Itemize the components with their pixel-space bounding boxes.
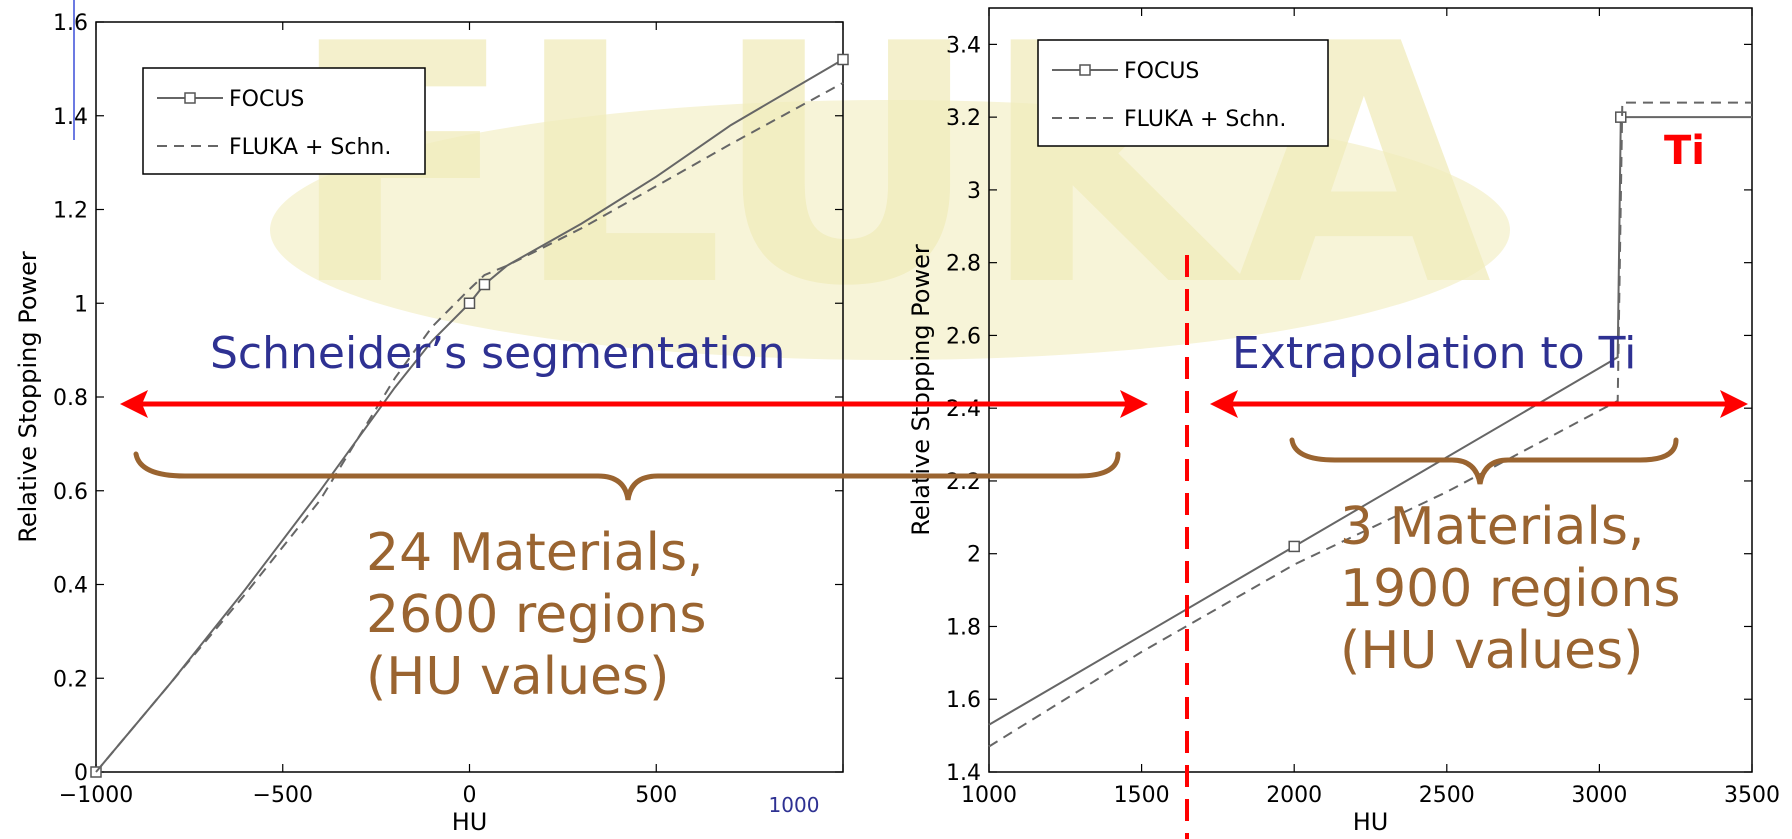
legend-label: FLUKA + Schn.: [229, 135, 391, 160]
left-count-block: 24 Materials, 2600 regions (HU values): [366, 523, 706, 707]
series-marker: [1615, 111, 1627, 123]
legend-label: FOCUS: [229, 87, 304, 112]
y-tick-label: 1.2: [53, 199, 88, 224]
chart-left: −1000 −500 0 500 0 0.2 0.4 0.6 0.8 1 1.2 1.4 1.6 HU Re…: [14, 11, 849, 836]
left-brace: [133, 451, 1121, 501]
y-tick-label: 3.4: [946, 33, 981, 58]
left-range-arrow: [120, 390, 1148, 418]
left-count-line-1: 24 Materials,: [366, 523, 704, 583]
right-count-line-1: 3 Materials,: [1340, 497, 1644, 557]
left-caption: Schneider’s segmentation: [210, 328, 785, 379]
series-marker: [1288, 540, 1300, 553]
series-marker: [837, 53, 849, 66]
legend-label: FOCUS: [1124, 59, 1199, 84]
x-tick-label: 2500: [1419, 783, 1475, 808]
right-count-line-2: 1900 regions: [1340, 559, 1680, 619]
x-tick-label: −1000: [59, 783, 133, 808]
chart-right: 1000 1500 2000 2500 3000 35001.41.61.822.22.4…: [907, 7, 1780, 836]
y-tick-label: 0.2: [53, 667, 88, 692]
y-axis-label: Relative Stopping Power: [14, 251, 42, 543]
annotations: Schneider’s segmentation Extrapolation t…: [120, 128, 1748, 839]
y-tick-label: 2.8: [946, 252, 981, 277]
left-corner-label: 1000: [769, 793, 820, 817]
x-tick-label: 500: [635, 783, 677, 808]
x-tick-label: 1500: [1114, 783, 1170, 808]
x-tick-label: 3000: [1571, 783, 1627, 808]
x-axis-label: HU: [452, 808, 488, 836]
y-tick-label: 0.6: [53, 480, 88, 505]
watermark-ellipse: [270, 100, 1510, 360]
legend-marker: [1079, 64, 1091, 76]
y-tick-label: 1: [74, 292, 88, 317]
x-tick-label: 3500: [1724, 783, 1780, 808]
series-marker: [478, 278, 491, 291]
y-tick-label: 1.4: [946, 761, 981, 786]
right-brace: [1289, 437, 1679, 485]
x-tick-label: 0: [463, 783, 477, 808]
y-tick-label: 1.6: [946, 688, 981, 713]
x-axis-label: HU: [1353, 808, 1389, 836]
y-tick-label: 0: [74, 761, 88, 786]
x-tick-label: 2000: [1266, 783, 1322, 808]
legend-label: FLUKA + Schn.: [1124, 107, 1286, 132]
y-tick-label: 1.4: [53, 105, 88, 130]
right-count-block: 3 Materials, 1900 regions (HU values): [1340, 497, 1680, 681]
y-tick-label: 1.8: [946, 615, 981, 640]
y-tick-label: 3: [967, 179, 981, 204]
series-line-focus: [988, 116, 1752, 726]
series-marker: [463, 297, 476, 309]
right-range-arrow: [1210, 390, 1748, 418]
y-tick-label: 1.6: [53, 11, 88, 36]
y-tick-label: 0.8: [53, 386, 88, 411]
y-axis-label: Relative Stopping Power: [907, 244, 935, 536]
y-tick-label: 3.2: [946, 106, 981, 131]
right-count-line-3: (HU values): [1340, 621, 1643, 681]
ti-label: Ti: [1664, 128, 1705, 174]
left-count-line-2: 2600 regions: [366, 585, 706, 645]
y-tick-label: 2.6: [946, 324, 981, 349]
y-tick-label: 0.4: [53, 574, 88, 599]
x-tick-label: −500: [253, 783, 313, 808]
y-tick-label: 2: [967, 543, 981, 568]
plot-frame: [988, 7, 1753, 773]
legend-box: [142, 67, 426, 175]
legend-box: [1037, 39, 1329, 147]
left-count-line-3: (HU values): [366, 647, 669, 707]
legend-marker: [184, 92, 196, 104]
series-line-fluka: [988, 101, 1752, 748]
right-caption: Extrapolation to Ti: [1232, 328, 1636, 379]
y-tick-label: 2.4: [946, 397, 981, 422]
x-tick-label: 1000: [961, 783, 1017, 808]
